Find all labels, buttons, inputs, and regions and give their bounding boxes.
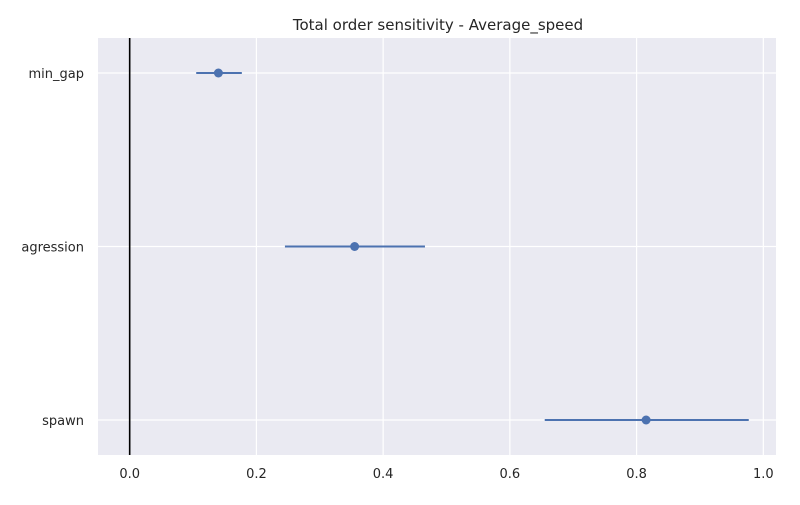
y-tick-label-agression: agression [21, 241, 84, 256]
x-tick-label: 0.8 [626, 467, 647, 482]
point-agression [350, 242, 360, 251]
data-marks [196, 68, 749, 425]
chart-title: Total order sensitivity - Average_speed [292, 16, 583, 35]
x-tick-label: 0.2 [246, 467, 267, 482]
x-tick-label: 0.0 [119, 467, 140, 482]
point-spawn [641, 415, 651, 425]
y-tick-labels: min_gap agression spawn [21, 67, 84, 429]
x-tick-label: 1.0 [753, 467, 774, 482]
y-tick-label-spawn: spawn [42, 414, 84, 429]
x-tick-label: 0.6 [500, 467, 521, 482]
x-tick-labels: 0.0 0.2 0.4 0.6 0.8 1.0 [119, 467, 773, 482]
point-min_gap [213, 68, 223, 78]
y-tick-label-min_gap: min_gap [29, 67, 85, 82]
x-tick-label: 0.4 [373, 467, 394, 482]
